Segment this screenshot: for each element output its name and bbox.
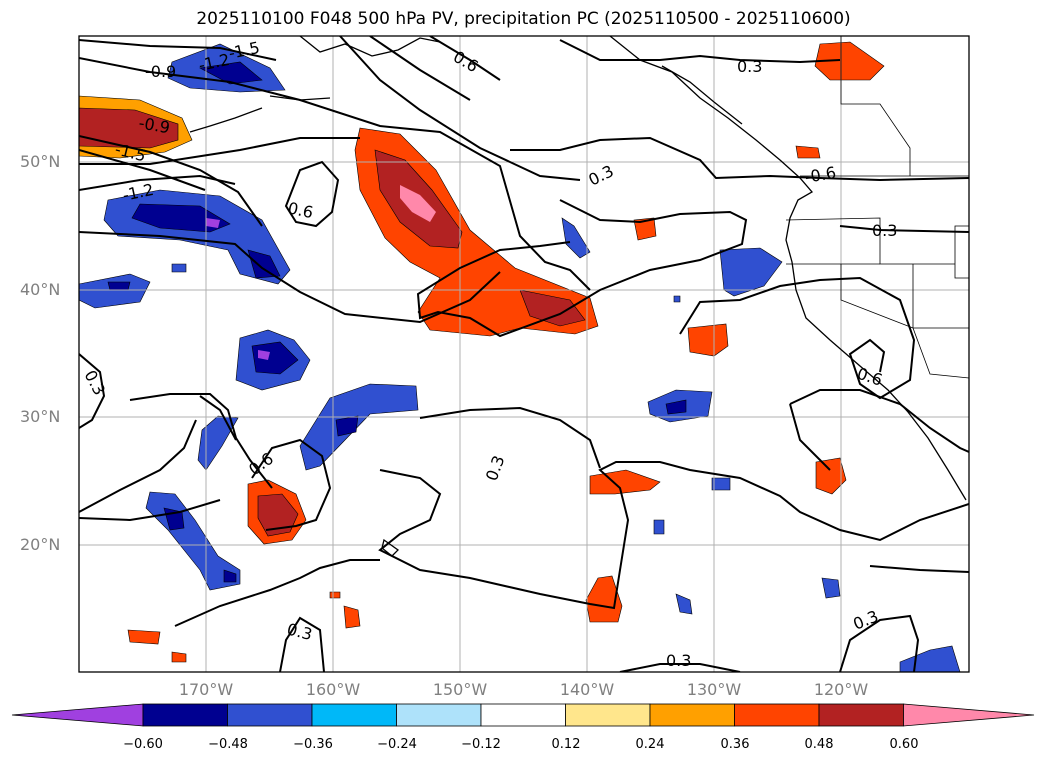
- colorbar-swatch: [311, 703, 397, 727]
- graticule: [79, 36, 969, 672]
- colorbar-tick-label: −0.36: [293, 737, 333, 752]
- contour-label: 0.3: [585, 161, 616, 189]
- colorbar-extend-min: [11, 703, 144, 727]
- colorbar-swatch: [142, 703, 228, 727]
- lat-label: 40°N: [20, 280, 61, 299]
- map-panel: -1.5 -1.2 -0.9 -0.9 -1.5 -1.2 0.6 0.6 0.…: [79, 36, 969, 672]
- contour-label: -0.6: [803, 163, 837, 187]
- colorbar: [11, 703, 1035, 727]
- colorbar-tick-label: 0.12: [551, 737, 581, 752]
- contour-label: -0.9: [145, 62, 176, 81]
- colorbar-tick-label: 0.60: [889, 737, 919, 752]
- contour-label: 0.3: [666, 651, 691, 670]
- contour-label: -1.5: [227, 38, 261, 63]
- colorbar-tick-label: −0.12: [461, 737, 501, 752]
- lat-label: 20°N: [20, 535, 61, 554]
- colorbar-tick-label: 0.48: [804, 737, 834, 752]
- contour-label: 0.3: [872, 221, 897, 240]
- lon-label: 170°W: [178, 680, 234, 699]
- colorbar-swatch: [396, 703, 482, 727]
- map-frame: [78, 35, 970, 673]
- positive-precip-areas: [79, 41, 885, 663]
- colorbar-swatch: [480, 703, 566, 727]
- colorbar-swatch: [818, 703, 904, 727]
- coastlines: [189, 36, 967, 557]
- colorbar-tick-label: −0.60: [123, 737, 163, 752]
- colorbar-swatch: [649, 703, 735, 727]
- pv-contours: [79, 36, 969, 672]
- lon-label: 130°W: [686, 680, 742, 699]
- negative-precip-areas: [79, 43, 961, 672]
- colorbar-swatch: [565, 703, 651, 727]
- contour-label: 0.3: [80, 367, 109, 398]
- lat-label: 30°N: [20, 407, 61, 426]
- contour-label: 0.3: [737, 57, 762, 76]
- contour-label: 0.3: [482, 453, 509, 483]
- lon-label: 160°W: [305, 680, 361, 699]
- colorbar-tick-label: 0.24: [635, 737, 665, 752]
- colorbar-swatch: [734, 703, 820, 727]
- lon-label: 140°W: [559, 680, 615, 699]
- colorbar-tick-label: −0.48: [208, 737, 248, 752]
- colorbar-tick-label: −0.24: [377, 737, 417, 752]
- lon-label: 120°W: [813, 680, 869, 699]
- lat-label: 50°N: [20, 152, 61, 171]
- contour-label: 0.3: [850, 607, 881, 634]
- colorbar-tick-label: 0.36: [720, 737, 750, 752]
- contour-label: 0.6: [286, 198, 315, 222]
- colorbar-extend-max: [903, 703, 1035, 727]
- state-borders: [785, 36, 969, 379]
- contour-label: 0.6: [245, 449, 277, 479]
- map-title: 2025110100 F048 500 hPa PV, precipitatio…: [196, 9, 851, 29]
- colorbar-swatch: [227, 703, 313, 727]
- lon-label: 150°W: [432, 680, 488, 699]
